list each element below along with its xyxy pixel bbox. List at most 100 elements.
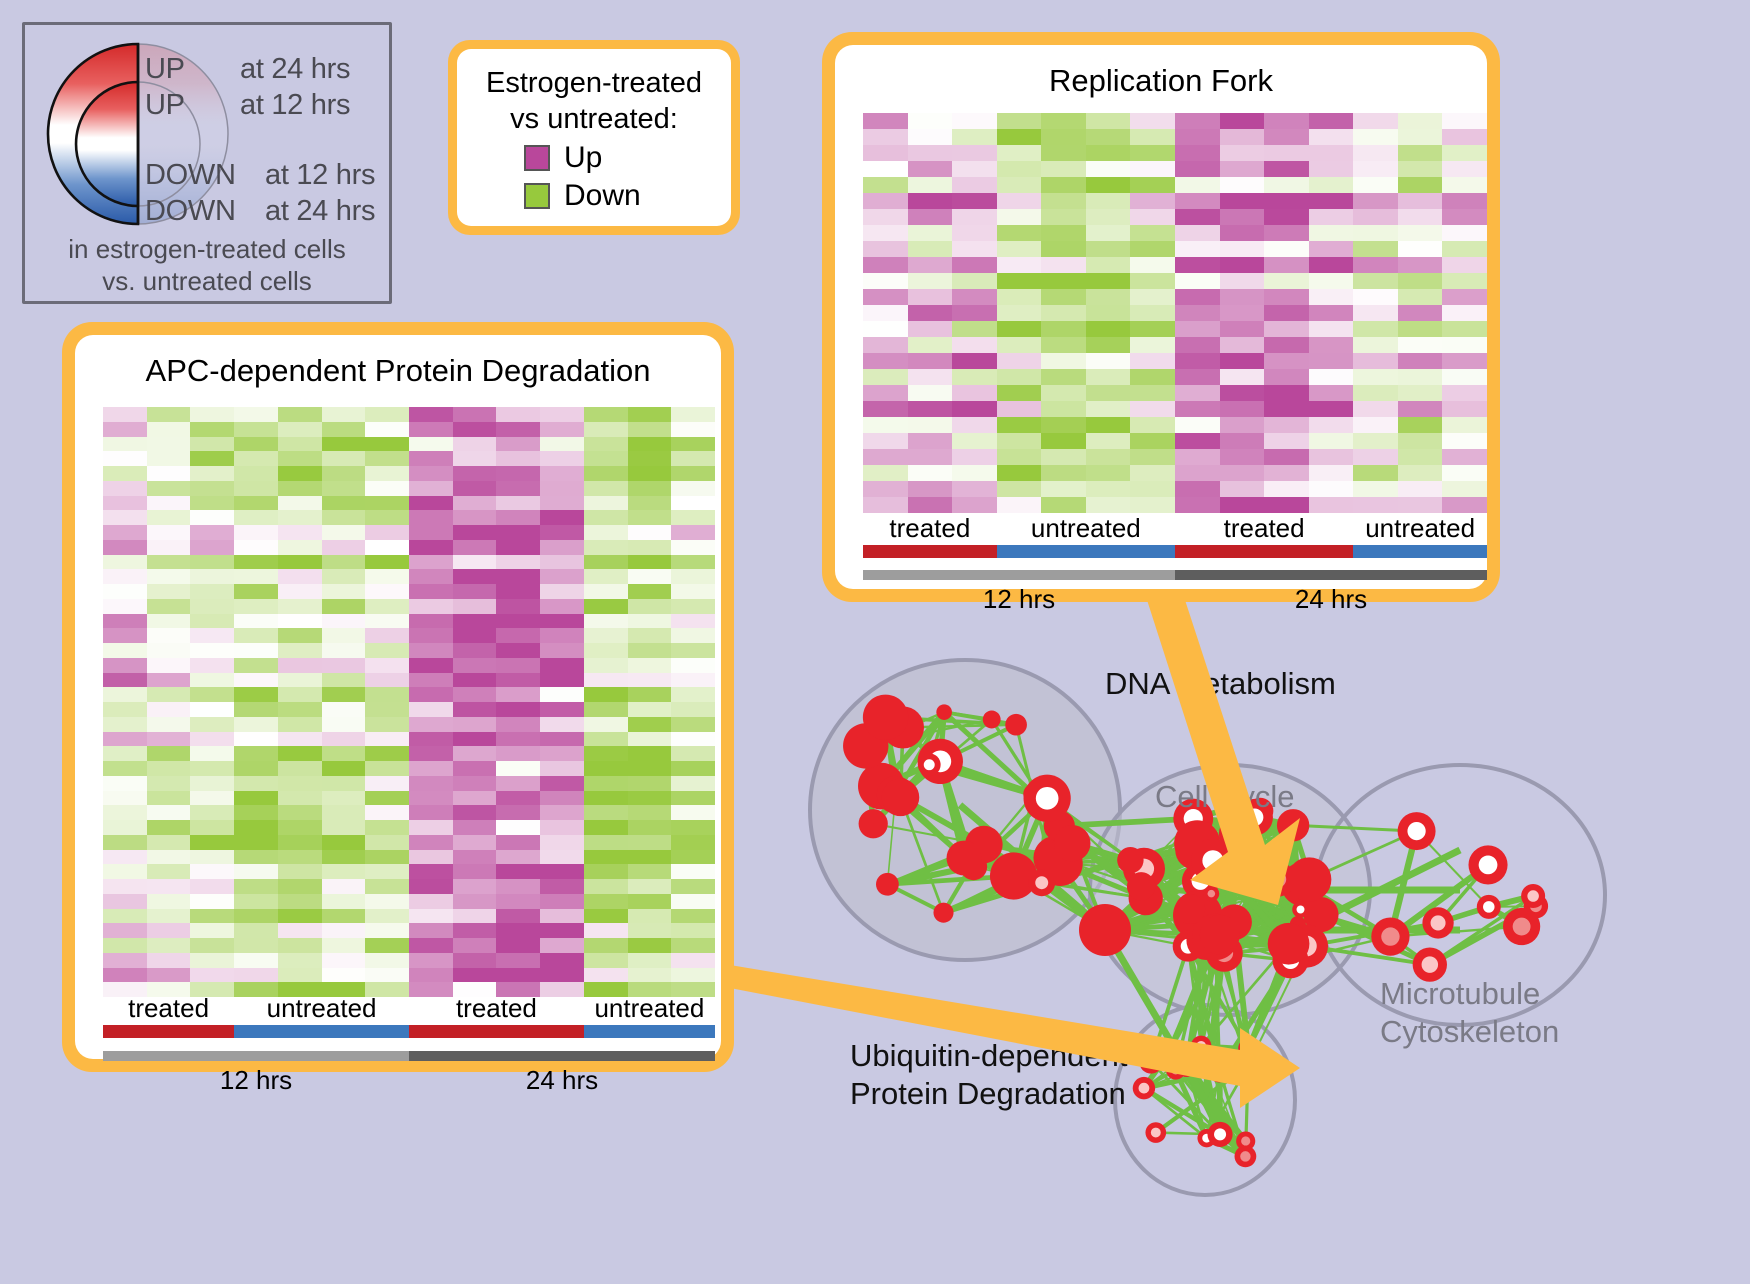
heatmap-cell bbox=[1086, 225, 1131, 241]
heatmap-cell bbox=[863, 401, 908, 417]
heatmap-cell bbox=[671, 584, 715, 599]
heatmap-cell bbox=[1398, 337, 1443, 353]
heatmap-cell bbox=[365, 746, 409, 761]
heatmap-cell bbox=[1175, 417, 1220, 433]
heatmap-cell bbox=[409, 968, 453, 983]
ring-time-up-12: at 12 hrs bbox=[240, 89, 350, 122]
heatmap-cell bbox=[234, 437, 278, 452]
heatmap-cell bbox=[409, 466, 453, 481]
heatmap-cell bbox=[1309, 241, 1354, 257]
ring-time-down-12: at 12 hrs bbox=[265, 159, 375, 192]
heatmap-cell bbox=[496, 835, 540, 850]
heatmap-cell bbox=[997, 465, 1042, 481]
heatmap-cell bbox=[365, 481, 409, 496]
heatmap-cell bbox=[1353, 401, 1398, 417]
heatmap-cell bbox=[496, 673, 540, 688]
heatmap-cell bbox=[409, 879, 453, 894]
network-node bbox=[1422, 907, 1453, 938]
heatmap-cell bbox=[952, 369, 997, 385]
heatmap-cell bbox=[628, 540, 672, 555]
heatmap-cell bbox=[1041, 257, 1086, 273]
heatmap-cell bbox=[190, 658, 234, 673]
heatmap-cell bbox=[103, 820, 147, 835]
heatmap-cell bbox=[952, 177, 997, 193]
heatmap-cell bbox=[278, 628, 322, 643]
heatmap-cell bbox=[234, 687, 278, 702]
heatmap-cell bbox=[1220, 177, 1265, 193]
heatmap-cell bbox=[453, 746, 497, 761]
heatmap-cell bbox=[584, 761, 628, 776]
ring-time-down-24: at 24 hrs bbox=[265, 195, 375, 228]
heatmap-cell bbox=[1130, 289, 1175, 305]
heatmap-cell bbox=[671, 776, 715, 791]
heatmap-cell bbox=[365, 850, 409, 865]
heatmap-cell bbox=[1175, 145, 1220, 161]
heatmap-cell bbox=[190, 805, 234, 820]
heatmap-cell bbox=[278, 894, 322, 909]
heatmap-cell bbox=[103, 938, 147, 953]
heatmap-cell bbox=[671, 835, 715, 850]
heatmap-cell bbox=[365, 805, 409, 820]
heatmap-cell bbox=[1442, 353, 1487, 369]
heatmap-cell bbox=[147, 835, 191, 850]
heatmap-cell bbox=[997, 257, 1042, 273]
heatmap-cell bbox=[952, 401, 997, 417]
heatmap-cell bbox=[1398, 129, 1443, 145]
heatmap-cell bbox=[628, 717, 672, 732]
heatmap-cell bbox=[628, 481, 672, 496]
heatmap-cell bbox=[409, 732, 453, 747]
heatmap-cell bbox=[365, 909, 409, 924]
heatmap-cell bbox=[952, 193, 997, 209]
heatmap-cell bbox=[1398, 209, 1443, 225]
network-node bbox=[936, 704, 952, 720]
heatmap-cell bbox=[997, 433, 1042, 449]
heatmap-cell bbox=[997, 289, 1042, 305]
heatmap-cell bbox=[1309, 193, 1354, 209]
heatmap-cell bbox=[453, 555, 497, 570]
heatmap-cell bbox=[863, 289, 908, 305]
heatmap-cell bbox=[908, 353, 953, 369]
heatmap-cell bbox=[278, 732, 322, 747]
heatmap-cell bbox=[1264, 161, 1309, 177]
heatmap-cell bbox=[584, 525, 628, 540]
heatmap-cell bbox=[496, 879, 540, 894]
heatmap-cell bbox=[908, 401, 953, 417]
heatmap-cell bbox=[540, 687, 584, 702]
heatmap-cell bbox=[365, 407, 409, 422]
heatmap-cell bbox=[1130, 449, 1175, 465]
heatmap-cell bbox=[540, 761, 584, 776]
heatmap-cell bbox=[540, 673, 584, 688]
heatmap-cell bbox=[1041, 337, 1086, 353]
heatmap-cell bbox=[1264, 225, 1309, 241]
heatmap-cell bbox=[1442, 481, 1487, 497]
heatmap-cell bbox=[1086, 449, 1131, 465]
heatmap-cell bbox=[628, 407, 672, 422]
heatmap-cell bbox=[1309, 113, 1354, 129]
heatmap-cell bbox=[190, 687, 234, 702]
heatmap-cell bbox=[628, 938, 672, 953]
heatmap-cell bbox=[278, 481, 322, 496]
heatmap-cell bbox=[1130, 417, 1175, 433]
heatmap-cell bbox=[409, 628, 453, 643]
heatmap-cell bbox=[409, 643, 453, 658]
heatmap-cell bbox=[278, 923, 322, 938]
heatmap-cell bbox=[496, 407, 540, 422]
heatmap-cell bbox=[409, 673, 453, 688]
heatmap-cell bbox=[278, 791, 322, 806]
group-label: treated bbox=[863, 513, 997, 544]
heatmap-cell bbox=[1130, 385, 1175, 401]
heatmap-cell bbox=[453, 481, 497, 496]
heatmap-cell bbox=[1309, 417, 1354, 433]
network-node bbox=[946, 841, 981, 876]
heatmap-cell bbox=[540, 451, 584, 466]
network-node bbox=[1024, 775, 1071, 822]
heatmap-cell bbox=[1353, 193, 1398, 209]
heatmap-cell bbox=[453, 658, 497, 673]
heatmap-cell bbox=[908, 417, 953, 433]
heatmap-cell bbox=[1175, 209, 1220, 225]
heatmap-cell bbox=[496, 643, 540, 658]
heatmap-cell bbox=[584, 481, 628, 496]
heatmap-cell bbox=[863, 225, 908, 241]
heatmap-cell bbox=[322, 437, 366, 452]
heatmap-cell bbox=[908, 193, 953, 209]
